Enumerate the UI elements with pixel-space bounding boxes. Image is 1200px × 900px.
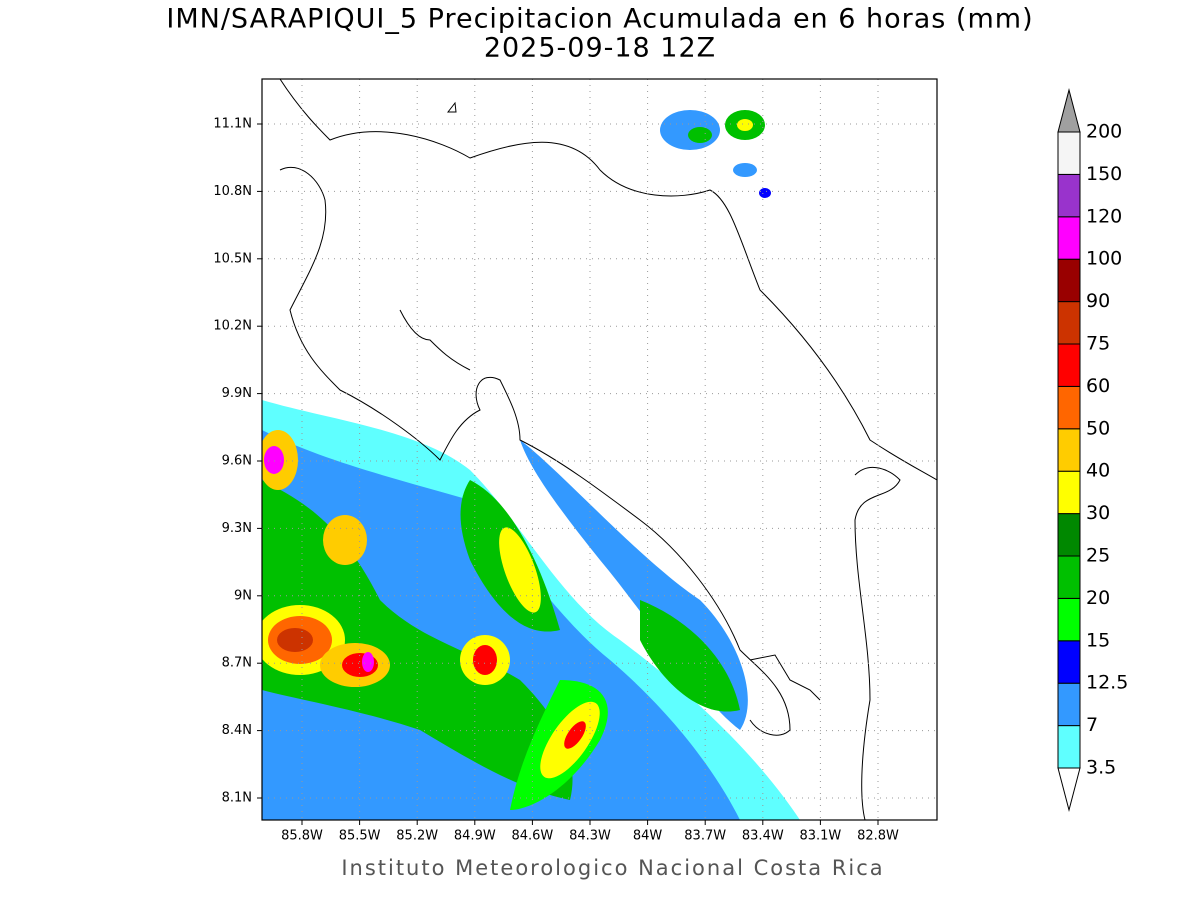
lon-label: 84W	[633, 829, 663, 844]
coastline	[279, 79, 937, 820]
colorbar-box	[1057, 470, 1081, 515]
colorbar-box	[1057, 216, 1081, 260]
lon-label: 85.2W	[396, 829, 438, 844]
colorbar-box	[1057, 258, 1081, 303]
colorbar-box	[1057, 555, 1081, 599]
lat-label: 10.5N	[213, 251, 252, 266]
colorbar-box	[1057, 513, 1081, 557]
lon-label: 82.8W	[857, 829, 899, 844]
lat-label: 8.4N	[222, 723, 252, 738]
colorbar-label: 50	[1086, 417, 1110, 439]
colorbar-box	[1057, 173, 1081, 218]
colorbar-label: 7	[1086, 714, 1098, 736]
lat-label: 9N	[234, 588, 252, 603]
colorbar-box	[1057, 682, 1081, 727]
map-title: IMN/SARAPIQUI_5 Precipitacion Acumulada …	[166, 4, 1033, 35]
colorbar-label: 30	[1086, 502, 1110, 524]
lat-label: 8.1N	[222, 791, 252, 806]
precipitation-field	[262, 110, 800, 820]
colorbar-label: 150	[1086, 163, 1122, 185]
lat-label: 10.8N	[213, 184, 252, 199]
colorbar-low-triangle	[1057, 767, 1081, 812]
colorbar-box	[1057, 725, 1081, 769]
colorbar-label: 60	[1086, 375, 1110, 397]
colorbar-box	[1057, 343, 1081, 387]
colorbar-label: 3.5	[1086, 757, 1116, 779]
colorbar-box	[1057, 428, 1081, 472]
colorbar-box	[1057, 640, 1081, 684]
lat-label: 9.6N	[222, 454, 252, 469]
lon-label: 83.7W	[684, 829, 726, 844]
colorbar-label: 15	[1086, 629, 1110, 651]
graticule: 11.1N 10.8N 10.5N 10.2N 9.9N 9.6N 9.3N 9N 8.7N 8.…	[213, 79, 937, 844]
lon-label: 83.1W	[799, 829, 841, 844]
colorbar: 3.5 7 12.5 15 20 25 30 40 50 60 75 90 100 120 150 200	[1057, 88, 1128, 812]
lon-label: 85.8W	[281, 829, 323, 844]
colorbar-box	[1057, 131, 1081, 175]
colorbar-label: 100	[1086, 248, 1122, 270]
lat-label: 11.1N	[213, 117, 252, 132]
lat-label: 8.7N	[222, 656, 252, 671]
colorbar-label: 12.5	[1086, 672, 1128, 694]
lat-label: 9.3N	[222, 521, 252, 536]
colorbar-label: 75	[1086, 333, 1110, 355]
colorbar-label: 200	[1086, 121, 1122, 143]
lat-label: 10.2N	[213, 319, 252, 334]
lon-label: 83.4W	[742, 829, 784, 844]
colorbar-label: 20	[1086, 587, 1110, 609]
colorbar-box	[1057, 597, 1081, 642]
lon-label: 85.5W	[339, 829, 381, 844]
colorbar-label: 120	[1086, 205, 1122, 227]
colorbar-label: 25	[1086, 545, 1110, 567]
colorbar-label: 40	[1086, 460, 1110, 482]
lon-label: 84.9W	[454, 829, 496, 844]
lon-label: 84.3W	[569, 829, 611, 844]
map-frame	[261, 78, 938, 821]
colorbar-label: 90	[1086, 290, 1110, 312]
colorbar-high-triangle	[1057, 88, 1081, 133]
colorbar-box	[1057, 301, 1081, 345]
lon-label: 84.6W	[511, 829, 553, 844]
footer: Instituto Meteorologico Nacional Costa R…	[341, 856, 884, 880]
map-subtitle: 2025-09-18 12Z	[484, 33, 716, 64]
colorbar-box	[1057, 385, 1081, 430]
lat-label: 9.9N	[222, 386, 252, 401]
